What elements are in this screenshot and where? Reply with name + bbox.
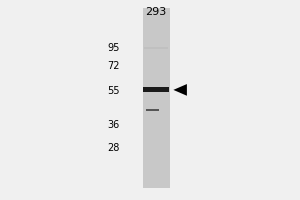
Bar [142,8,170,188]
Text: 36: 36 [108,120,120,130]
Text: 293: 293 [146,7,167,17]
Bar [146,108,159,111]
Text: 55: 55 [107,86,120,96]
Text: 95: 95 [108,43,120,53]
Polygon shape [173,84,187,96]
Bar [143,87,169,92]
Bar [144,47,168,49]
Text: 72: 72 [107,61,120,71]
Text: 28: 28 [108,143,120,153]
